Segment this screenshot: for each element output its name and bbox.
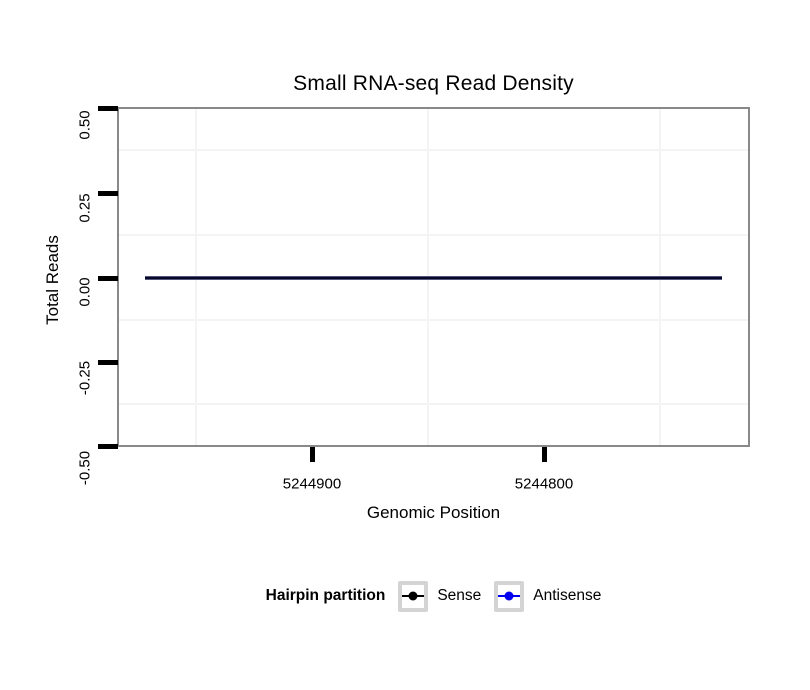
- y-tick: [98, 191, 118, 196]
- y-axis-title: Total Reads: [43, 235, 62, 325]
- x-tick: [542, 447, 547, 462]
- minor-gridline-horizontal: [119, 234, 748, 236]
- y-tick-label: -0.25: [76, 360, 94, 396]
- y-tick-label: 0.50: [76, 110, 94, 140]
- minor-gridline-horizontal: [119, 149, 748, 151]
- y-tick: [98, 276, 118, 281]
- sense-key-icon: [398, 580, 429, 612]
- legend-title: Hairpin partition: [265, 587, 386, 604]
- x-tick-label: 5244900: [282, 475, 342, 493]
- y-tick: [98, 360, 118, 365]
- y-tick-label: 0.25: [76, 193, 94, 223]
- read-density-zero-line: [145, 276, 722, 280]
- y-tick-label: -0.50: [76, 450, 94, 486]
- minor-gridline-horizontal: [119, 403, 748, 405]
- sense-point-glyph: [408, 591, 418, 601]
- minor-gridline-horizontal: [119, 319, 748, 321]
- chart-title: Small RNA-seq Read Density: [293, 72, 574, 95]
- antisense-point-glyph: [504, 591, 514, 601]
- y-tick: [98, 106, 118, 111]
- legend-label-antisense: Antisense: [533, 587, 602, 604]
- x-tick-label: 5244800: [514, 475, 574, 493]
- y-tick: [98, 444, 118, 449]
- y-tick-label: 0.00: [76, 277, 94, 307]
- legend: Hairpin partition Sense Antisense: [117, 578, 750, 614]
- plot-panel: [117, 107, 750, 447]
- legend-item-sense: Sense: [398, 580, 482, 612]
- antisense-key-icon: [494, 580, 525, 612]
- x-tick: [310, 447, 315, 462]
- legend-label-sense: Sense: [437, 587, 482, 604]
- legend-item-antisense: Antisense: [494, 580, 602, 612]
- x-axis-title: Genomic Position: [366, 503, 501, 522]
